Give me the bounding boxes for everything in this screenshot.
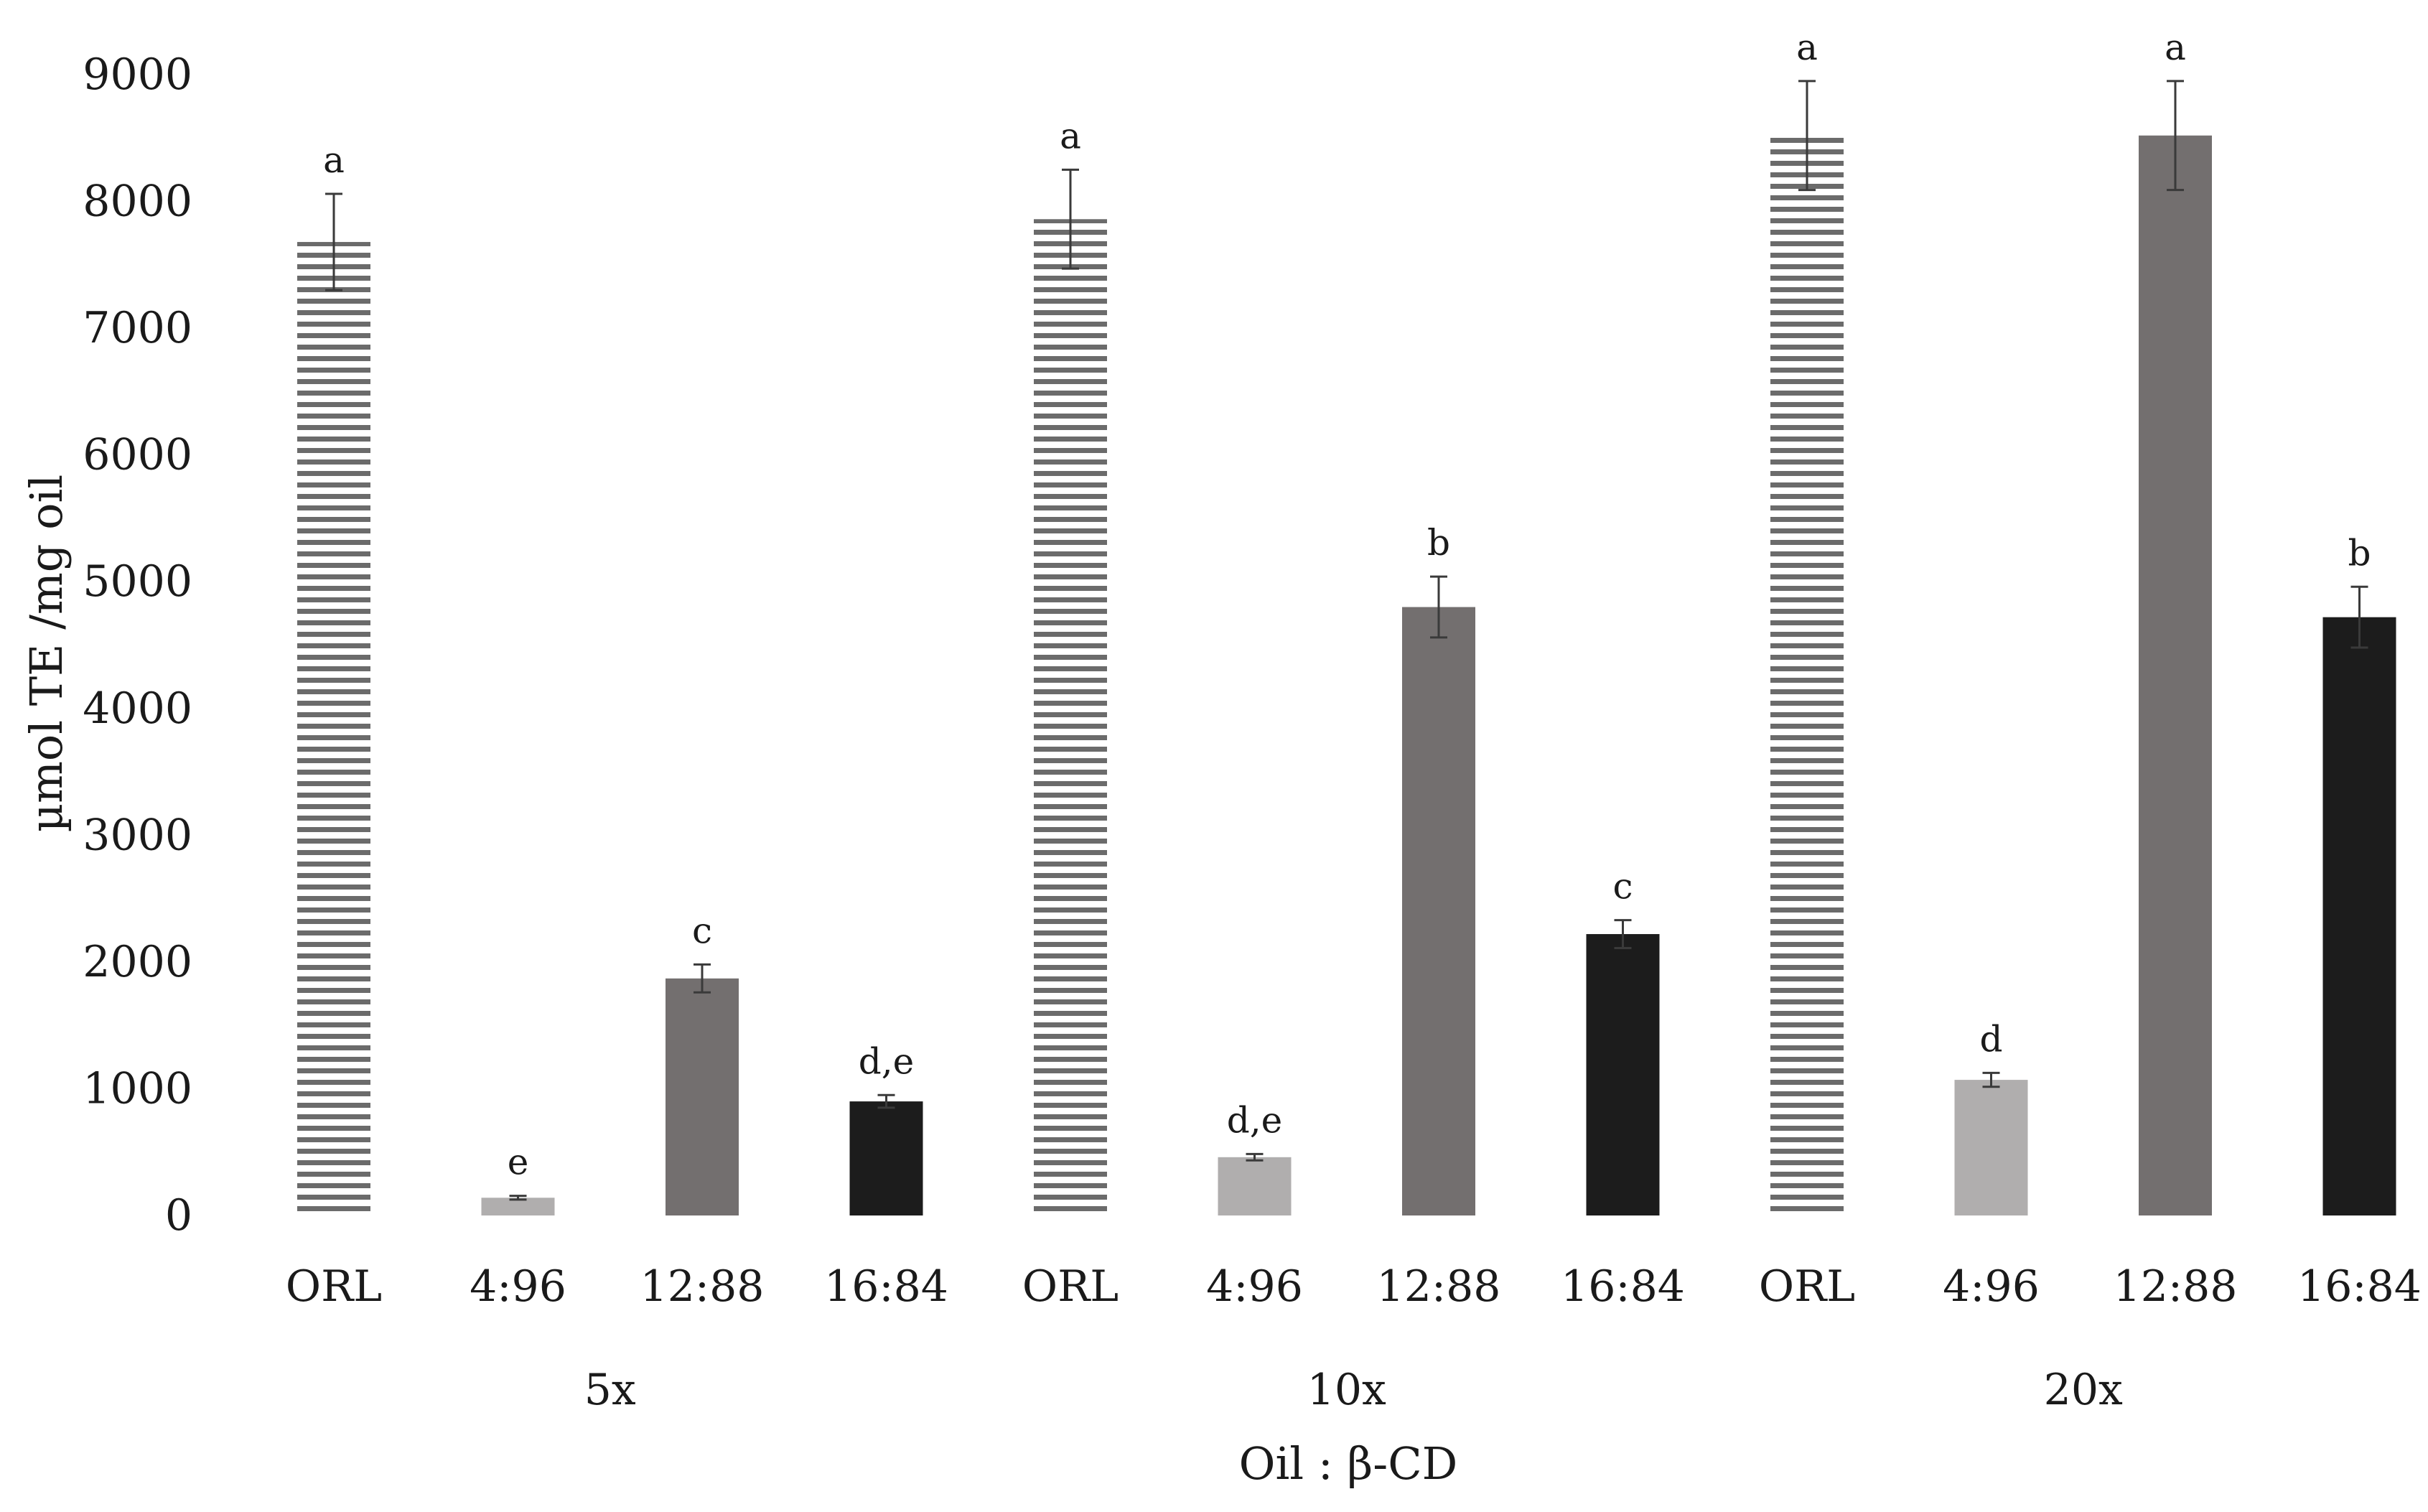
y-tick-label: 0 — [165, 1190, 192, 1241]
bar-5x-16-84 — [849, 1101, 923, 1215]
x-category-label: 4:96 — [1206, 1261, 1303, 1312]
significance-label: b — [2348, 532, 2371, 574]
x-category-label: 12:88 — [640, 1261, 765, 1312]
bar-20x-ORL — [1770, 135, 1844, 1215]
x-category-label: 16:84 — [2297, 1261, 2422, 1312]
significance-label: a — [1060, 115, 1081, 157]
x-category-label: 4:96 — [470, 1261, 566, 1312]
bar-10x-4-96 — [1218, 1157, 1292, 1215]
y-tick-label: 1000 — [83, 1063, 192, 1114]
y-axis-title: µmol TE /mg oil — [20, 475, 73, 832]
bar-20x-4-96 — [1954, 1080, 2028, 1215]
significance-label: d — [1979, 1018, 2002, 1060]
x-axis: ORL 4:96 12:88 16:84 5x ORL 4:96 12:88 16:84 10x O… — [286, 1261, 2422, 1415]
significance-label: e — [508, 1142, 529, 1183]
bar-10x-12-88 — [1402, 607, 1475, 1215]
y-axis: 0 1000 2000 3000 4000 5000 6000 7000 8000 9000 — [83, 50, 192, 1241]
significance-label: b — [1427, 522, 1450, 564]
bar-20x-16-84 — [2322, 617, 2396, 1215]
y-tick-label: 5000 — [83, 556, 192, 607]
x-group-label: 20x — [2044, 1365, 2123, 1415]
significance-label: d,e — [1227, 1099, 1283, 1141]
significance-label: a — [323, 139, 345, 181]
x-axis-title: Oil : β-CD — [1239, 1437, 1458, 1490]
x-category-label: ORL — [286, 1261, 382, 1312]
x-category-label: 12:88 — [2114, 1261, 2238, 1312]
significance-label: a — [1796, 27, 1818, 68]
x-group-label: 10x — [1307, 1365, 1386, 1415]
x-category-label: 12:88 — [1377, 1261, 1501, 1312]
x-category-label: 16:84 — [824, 1261, 948, 1312]
significance-label: a — [2165, 27, 2186, 68]
significance-label: c — [692, 910, 712, 951]
y-tick-label: 4000 — [83, 683, 192, 734]
y-tick-label: 8000 — [83, 177, 192, 227]
bar-10x-16-84 — [1586, 934, 1660, 1215]
y-tick-label: 7000 — [83, 303, 192, 353]
x-group-label: 5x — [584, 1365, 636, 1415]
y-tick-label: 9000 — [83, 50, 192, 100]
x-category-label: ORL — [1022, 1261, 1119, 1312]
bar-5x-12-88 — [666, 978, 739, 1215]
significance-label: d,e — [859, 1040, 915, 1082]
bars: a e c d,e a d,e b c a d a b — [297, 27, 2396, 1216]
x-category-label: ORL — [1759, 1261, 1855, 1312]
bar-10x-ORL — [1034, 219, 1107, 1216]
y-tick-label: 6000 — [83, 430, 192, 480]
bar-5x-ORL — [297, 242, 370, 1215]
x-category-label: 4:96 — [1943, 1261, 2040, 1312]
significance-label: c — [1612, 866, 1633, 907]
y-tick-label: 2000 — [83, 937, 192, 987]
y-tick-label: 3000 — [83, 810, 192, 860]
x-category-label: 16:84 — [1561, 1261, 1685, 1312]
bar-20x-12-88 — [2139, 135, 2212, 1215]
